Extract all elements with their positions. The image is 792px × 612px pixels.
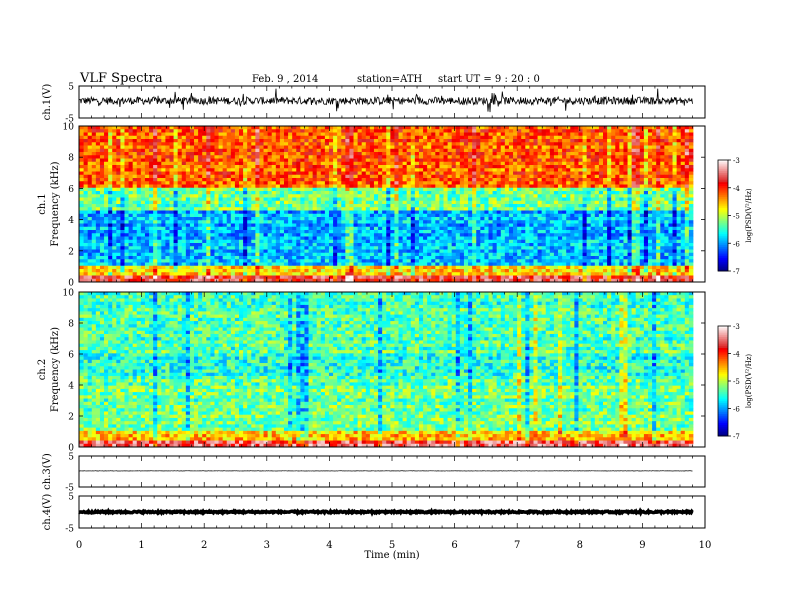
figure-title: VLF Spectra <box>80 71 163 86</box>
ch2-colorbar: -3 -4 -5 -6 -7 log(PSD(V²/Hz) <box>717 323 753 441</box>
station-label: station=ATH <box>357 74 423 85</box>
colorbar-tick-label: -7 <box>733 268 740 276</box>
colorbar-tick-label: -5 <box>733 378 740 386</box>
ch1-spec-ytick-label: 4 <box>68 216 74 226</box>
x-tick-label: 6 <box>451 540 457 551</box>
ch1-spec-channel-label: ch.1 <box>37 193 48 215</box>
ch2-spec-ytick-label: 6 <box>68 351 74 361</box>
start-time-label: start UT = 9 : 20 : 0 <box>438 74 540 85</box>
ch1-ytick-label: 5 <box>68 83 74 93</box>
ch1-waveform-panel: 5 -5 ch.1(V) <box>42 83 706 125</box>
x-tick-label: 3 <box>264 540 270 551</box>
colorbar-tick-label: -4 <box>733 351 740 359</box>
ch1-channel-label: ch.1(V) <box>42 84 53 121</box>
colorbar-tick-label: -5 <box>733 213 740 221</box>
colorbar-tick-label: -7 <box>733 433 740 441</box>
colorbar-tick-label: -4 <box>733 185 740 193</box>
x-axis-label: Time (min) <box>364 550 419 561</box>
date-label: Feb. 9 , 2014 <box>252 74 319 85</box>
x-tick-label: 4 <box>326 540 332 551</box>
x-tick-label: 10 <box>699 540 712 551</box>
x-axis: 0 1 2 3 4 5 6 7 8 9 10 Time (min) <box>76 540 712 561</box>
ch1-spec-ytick-label: 8 <box>68 154 74 164</box>
x-tick-label: 5 <box>389 540 395 551</box>
colorbar-tick-label: -3 <box>733 323 740 331</box>
ch4-ytick-label: -5 <box>65 525 74 535</box>
ch4-waveform-panel: 5 -5 ch.4(V) <box>42 493 706 535</box>
ch2-spec-ytick-label: 8 <box>68 320 74 330</box>
x-tick-label: 0 <box>76 540 82 551</box>
colorbar-label: log(PSD(V²/Hz) <box>745 188 753 243</box>
ch1-spectrogram-panel: 0 2 4 6 8 10 ch.1 Frequency (kHz) <box>37 123 706 289</box>
ch2-spec-ytick-label: 0 <box>68 444 74 454</box>
ch1-spec-ytick-label: 2 <box>68 247 74 257</box>
ch2-spectrogram-panel: 0 2 4 6 8 10 ch.2 Frequency (kHz) <box>37 289 706 454</box>
x-tick-label: 8 <box>577 540 583 551</box>
ch1-waveform-line <box>78 88 693 113</box>
x-tick-label: 2 <box>201 540 207 551</box>
ch2-spec-ytick-label: 2 <box>68 413 74 423</box>
colorbar-tick-label: -3 <box>733 157 740 165</box>
colorbar-tick-label: -6 <box>733 406 740 414</box>
ch1-spec-ytick-label: 6 <box>68 185 74 195</box>
ch1-colorbar: -3 -4 -5 -6 -7 log(PSD(V²/Hz) <box>717 157 753 276</box>
ch3-channel-label: ch.3(V) <box>42 453 53 490</box>
ch1-spec-ylabel: Frequency (kHz) <box>50 161 61 246</box>
ch3-waveform-panel: 5 -5 ch.3(V) <box>42 453 706 494</box>
ch2-spec-channel-label: ch.2 <box>37 359 48 381</box>
ch4-channel-label: ch.4(V) <box>42 494 53 531</box>
ch2-spec-ytick-label: 10 <box>63 289 75 299</box>
x-tick-label: 9 <box>639 540 645 551</box>
ch4-waveform-line <box>78 507 694 517</box>
ch4-ytick-label: 5 <box>68 493 74 503</box>
ch2-spec-ylabel: Frequency (kHz) <box>50 327 61 412</box>
colorbar-tick-label: -6 <box>733 240 740 248</box>
ch3-ytick-label: 5 <box>68 453 74 463</box>
ch1-spec-ytick-label: 10 <box>63 123 75 133</box>
colorbar-label: log(PSD(V²/Hz) <box>745 354 753 409</box>
x-tick-label: 1 <box>138 540 144 551</box>
x-tick-label: 7 <box>514 540 520 551</box>
ch2-spec-ytick-label: 4 <box>68 382 74 392</box>
ch3-ytick-label: -5 <box>65 484 74 494</box>
ch1-spec-ytick-label: 0 <box>68 279 74 289</box>
ch1-ytick-label: -5 <box>65 115 74 125</box>
